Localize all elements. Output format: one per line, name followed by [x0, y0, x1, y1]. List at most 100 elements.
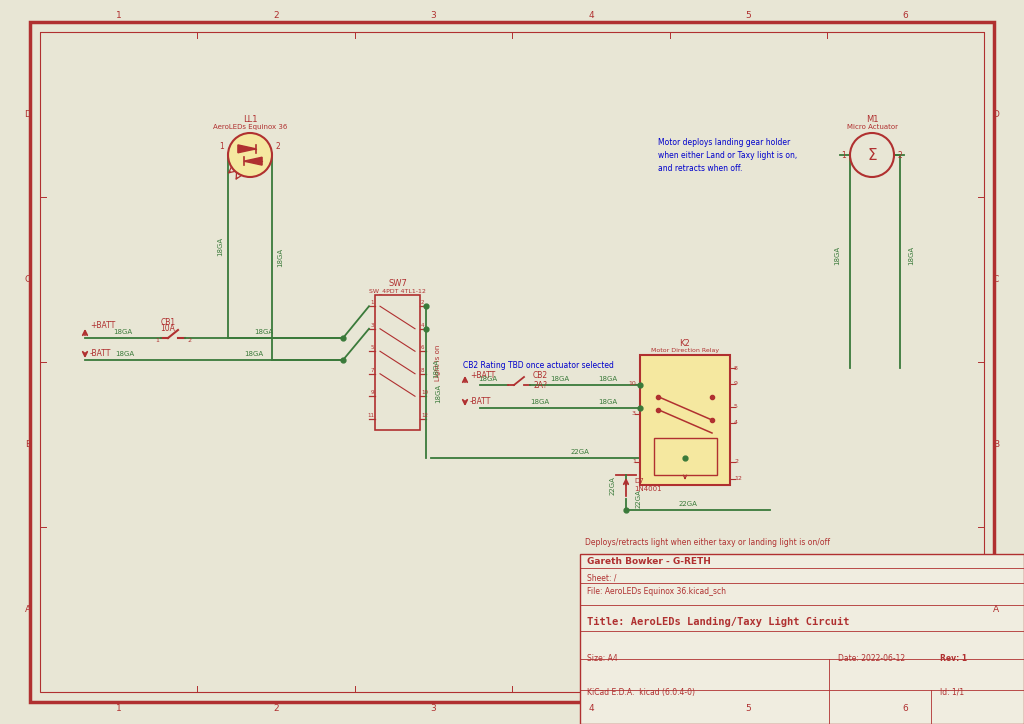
Text: A: A: [993, 605, 999, 614]
Text: Sheet: /: Sheet: /: [587, 574, 616, 583]
Text: A: A: [25, 605, 31, 614]
Text: 10A: 10A: [161, 324, 175, 333]
Text: 18GA: 18GA: [217, 237, 223, 256]
Text: AeroLEDs Equinox 36: AeroLEDs Equinox 36: [213, 124, 287, 130]
Text: 4: 4: [588, 704, 594, 713]
Text: 9: 9: [734, 381, 738, 386]
Text: 6: 6: [902, 704, 908, 713]
Text: B: B: [25, 440, 31, 449]
Text: 12: 12: [734, 476, 741, 481]
Text: C: C: [993, 275, 999, 284]
Text: 18GA: 18GA: [598, 399, 617, 405]
Text: 2: 2: [276, 142, 281, 151]
Text: D7: D7: [634, 478, 644, 484]
Text: 18GA: 18GA: [598, 376, 617, 382]
Text: SW7: SW7: [388, 279, 407, 288]
Text: File: AeroLEDs Equinox 36.kicad_sch: File: AeroLEDs Equinox 36.kicad_sch: [587, 587, 726, 597]
Text: 22GA: 22GA: [570, 449, 590, 455]
Text: Id: 1/1: Id: 1/1: [940, 688, 965, 696]
Text: SW_4PDT 4TL1-12: SW_4PDT 4TL1-12: [369, 288, 426, 294]
Text: 9: 9: [371, 390, 374, 395]
Text: -BATT: -BATT: [90, 350, 112, 358]
Bar: [653, 438, 717, 475]
Text: 3: 3: [431, 704, 436, 713]
Text: CB2 Rating TBD once actuator selected: CB2 Rating TBD once actuator selected: [463, 361, 613, 370]
Text: 22GA: 22GA: [610, 476, 616, 495]
Text: Gareth Bowker - G-RETH: Gareth Bowker - G-RETH: [587, 557, 711, 566]
Text: 7: 7: [371, 368, 374, 373]
Text: 2: 2: [273, 704, 279, 713]
Polygon shape: [238, 145, 256, 153]
Text: 10: 10: [421, 390, 428, 395]
Text: 8: 8: [734, 366, 738, 371]
Text: Rev: 1: Rev: 1: [940, 654, 968, 662]
Text: Date: 2022-06-12: Date: 2022-06-12: [838, 654, 905, 662]
Text: Micro Actuator: Micro Actuator: [847, 124, 897, 130]
Text: 4: 4: [588, 11, 594, 20]
Text: +BATT: +BATT: [470, 371, 496, 379]
Text: Light is on: Light is on: [435, 345, 441, 381]
Text: 18GA: 18GA: [435, 384, 441, 403]
Text: Motor Direction Relay: Motor Direction Relay: [651, 348, 719, 353]
Text: 18GA: 18GA: [116, 351, 134, 357]
Text: Motor deploys landing gear holder: Motor deploys landing gear holder: [658, 138, 791, 147]
Text: 6: 6: [902, 11, 908, 20]
Polygon shape: [244, 157, 262, 165]
Text: 2: 2: [421, 300, 425, 306]
Text: 1: 1: [371, 300, 374, 306]
Text: C: C: [25, 275, 31, 284]
Text: M1: M1: [865, 115, 879, 124]
Text: 18GA: 18GA: [551, 376, 569, 382]
Text: 18GA: 18GA: [114, 329, 132, 335]
Text: 5: 5: [745, 11, 752, 20]
Text: 18GA: 18GA: [834, 245, 840, 264]
Text: $\Sigma$: $\Sigma$: [866, 147, 878, 163]
Text: 1: 1: [219, 142, 224, 151]
Text: when either Land or Taxy light is on,: when either Land or Taxy light is on,: [658, 151, 798, 160]
Bar: [375, 295, 420, 430]
Text: 4: 4: [421, 323, 425, 328]
Text: CB1: CB1: [161, 318, 175, 327]
Text: B: B: [993, 440, 999, 449]
Text: 8: 8: [421, 368, 425, 373]
Text: -BATT: -BATT: [470, 397, 492, 406]
Text: 2: 2: [897, 151, 902, 159]
Text: CB2: CB2: [532, 371, 548, 380]
Circle shape: [228, 133, 272, 177]
Text: 1: 1: [842, 151, 846, 159]
Text: 3: 3: [632, 411, 636, 416]
Text: 5: 5: [734, 405, 738, 410]
Text: 18GA: 18GA: [433, 358, 439, 378]
Text: 18GA: 18GA: [245, 351, 263, 357]
Text: 2A?: 2A?: [534, 381, 547, 390]
Text: 10: 10: [629, 381, 636, 386]
Text: 22GA: 22GA: [679, 501, 697, 507]
Text: 1N4001: 1N4001: [634, 486, 662, 492]
Text: D: D: [25, 110, 32, 119]
Text: Title: AeroLEDs Landing/Taxy Light Circuit: Title: AeroLEDs Landing/Taxy Light Circu…: [587, 617, 850, 627]
Text: 3: 3: [371, 323, 374, 328]
Text: 2: 2: [187, 338, 191, 343]
Text: 1: 1: [632, 459, 636, 464]
Text: 5: 5: [745, 704, 752, 713]
Text: 22GA: 22GA: [636, 489, 642, 508]
Text: 4: 4: [734, 420, 738, 425]
Text: 18GA: 18GA: [530, 399, 550, 405]
Text: 1: 1: [155, 338, 159, 343]
Bar: [640, 355, 730, 485]
Text: KiCad E.D.A.  kicad (6.0.4-0): KiCad E.D.A. kicad (6.0.4-0): [587, 688, 695, 696]
Text: LL1: LL1: [243, 115, 257, 124]
Text: 2: 2: [734, 459, 738, 464]
Text: 1: 1: [116, 704, 122, 713]
Text: 2: 2: [273, 11, 279, 20]
Text: 5: 5: [371, 345, 374, 350]
Text: 11: 11: [367, 413, 374, 418]
Text: 12: 12: [421, 413, 428, 418]
Text: K2: K2: [680, 339, 690, 348]
Text: 1: 1: [116, 11, 122, 20]
Text: 18GA: 18GA: [278, 248, 283, 267]
Text: D: D: [992, 110, 999, 119]
Text: Size: A4: Size: A4: [587, 654, 617, 662]
Text: 6: 6: [421, 345, 425, 350]
Text: and retracts when off.: and retracts when off.: [658, 164, 742, 173]
